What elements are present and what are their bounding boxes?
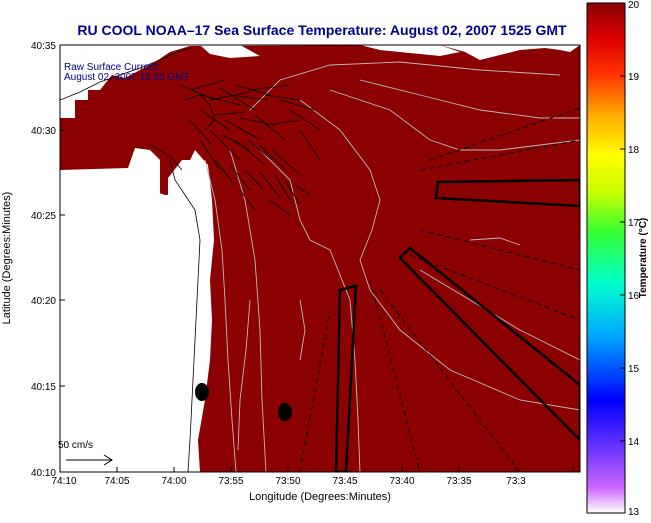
- colorbar-tick: 19: [628, 72, 640, 83]
- land-staten-island: [60, 45, 180, 95]
- current-scale-arrow: [66, 454, 113, 466]
- x-tick-label: 74:00: [161, 476, 186, 487]
- colorbar-tick: 18: [628, 145, 640, 156]
- current-label-line2: August 02, 2007 15:00 GMT: [64, 72, 190, 83]
- x-tick-label: 74:10: [51, 476, 76, 487]
- station-marker: [278, 403, 292, 421]
- y-tick-label: 40:30: [31, 126, 56, 137]
- sst-field: [60, 45, 580, 472]
- land-long-island: [200, 45, 260, 58]
- x-tick-label: 73:45: [332, 476, 357, 487]
- y-tick-label: 40:10: [31, 468, 56, 479]
- current-label-line1: Raw Surface Current:: [64, 62, 160, 73]
- scale-label: 50 cm/s: [58, 440, 93, 451]
- survey-boxes: [334, 178, 580, 472]
- colorbar-gradient: [586, 2, 626, 514]
- x-axis: 74:10 74:05 74:00 73:55 73:50 73:45 73:4…: [51, 467, 574, 503]
- map-frame: [59, 44, 581, 473]
- colorbar: Temperature (°C) 20 19 18 17 16 15 14 13: [586, 0, 649, 518]
- colorbar-tick: 14: [628, 437, 640, 448]
- map-area: [60, 45, 580, 472]
- land-rockaway: [360, 45, 460, 56]
- colorbar-tick: 15: [628, 364, 640, 375]
- y-tick-label: 40:35: [31, 41, 56, 52]
- station-marker: [195, 383, 209, 401]
- coastline: [60, 47, 216, 472]
- x-tick-label: 74:05: [104, 476, 129, 487]
- y-axis: 40:35 40:30 40:25 40:20 40:15 40:10 Lati…: [1, 41, 65, 479]
- colorbar-tick: 16: [628, 291, 640, 302]
- y-tick-label: 40:20: [31, 296, 56, 307]
- x-tick-label: 73:55: [218, 476, 243, 487]
- x-tick-label: 73:3: [506, 476, 526, 487]
- x-tick-label: 73:35: [446, 476, 471, 487]
- colorbar-label: Temperature (°C): [638, 218, 649, 299]
- y-tick-label: 40:15: [31, 382, 56, 393]
- colorbar-tick: 13: [628, 507, 640, 518]
- colorbar-tick: 17: [628, 218, 640, 229]
- colorbar-tick: 20: [628, 0, 640, 11]
- x-tick-label: 73:40: [389, 476, 414, 487]
- current-vectors: [179, 79, 321, 216]
- map-title: RU COOL NOAA–17 Sea Surface Temperature:…: [77, 22, 567, 38]
- y-axis-label: Latitude (Degrees:Minutes): [1, 192, 13, 325]
- x-axis-label: Longitude (Degrees:Minutes): [249, 491, 391, 503]
- y-tick-label: 40:25: [31, 211, 56, 222]
- radar-sector-lines: [299, 107, 580, 472]
- land-nj: [60, 170, 200, 472]
- x-tick-label: 73:50: [275, 476, 300, 487]
